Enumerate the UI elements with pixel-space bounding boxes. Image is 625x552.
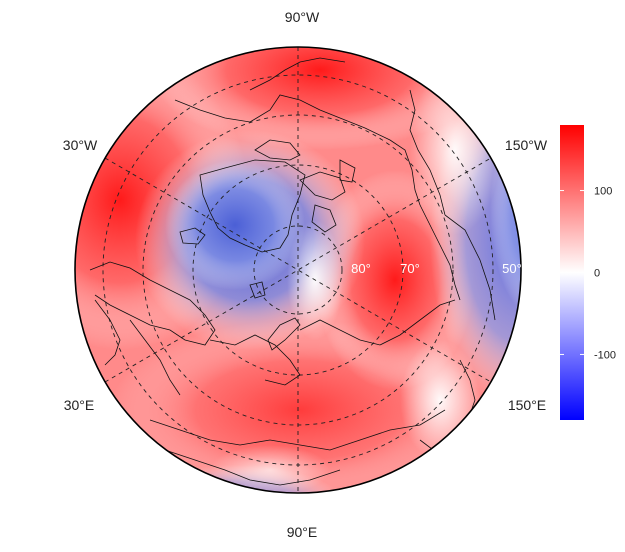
colorbar-tick-label: -100 [594,349,616,361]
lat-label-80: 80° [351,261,371,276]
lon-90w: 90°W [285,9,320,25]
lon-150w: 150°W [505,137,548,153]
lon-30w: 30°W [63,137,98,153]
lat-label-70: 70° [400,261,420,276]
lon-150e: 150°E [508,397,546,413]
coastlines [89,57,496,486]
colorbar: 100 0 -100 [560,125,616,420]
graticule [102,47,494,493]
lon-30e: 30°E [64,397,95,413]
lat-label-50: 50° [502,261,522,276]
map-boundary [74,46,522,494]
colorbar-tick-label: 0 [594,268,600,280]
lon-90e: 90°E [287,524,318,540]
colorbar-tick-label: 100 [594,186,612,198]
